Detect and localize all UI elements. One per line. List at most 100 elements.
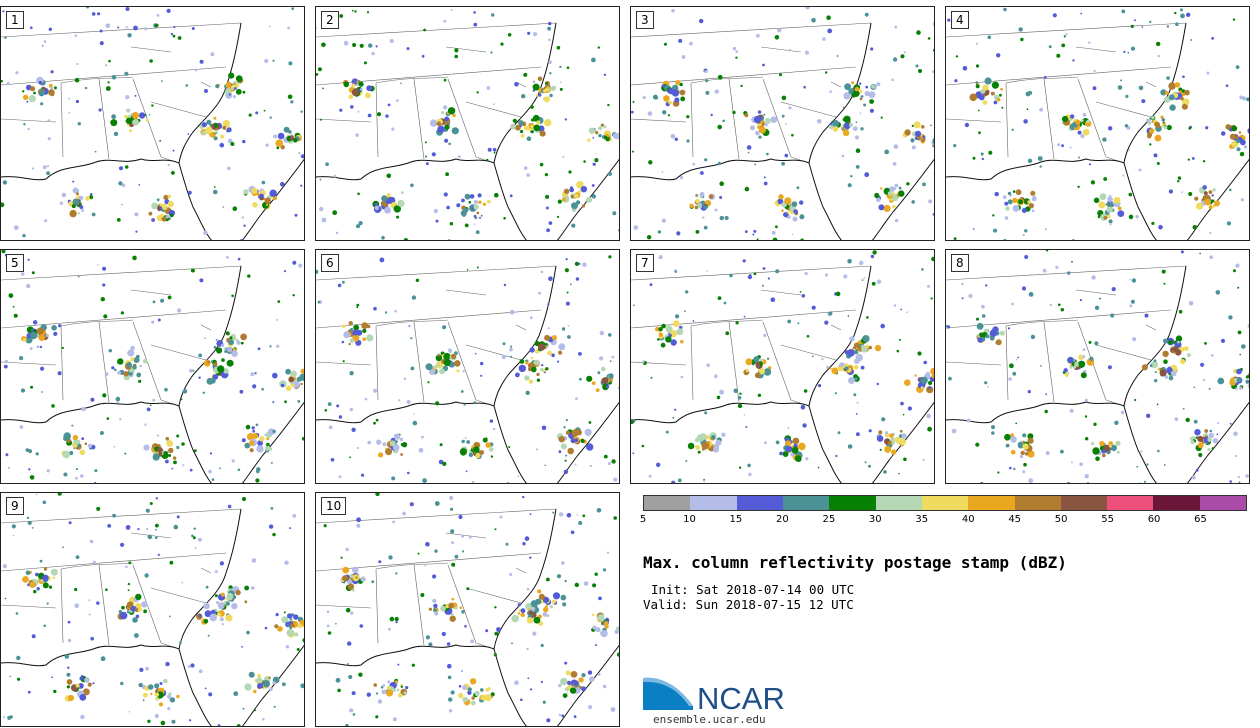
- reflectivity-cell: [464, 625, 467, 628]
- reflectivity-cell: [1082, 355, 1086, 359]
- state-border: [60, 562, 134, 570]
- reflectivity-cell: [392, 520, 395, 524]
- reflectivity-cell: [261, 387, 264, 391]
- reflectivity-cell: [781, 209, 784, 213]
- reflectivity-cell: [663, 95, 670, 102]
- state-border: [445, 532, 487, 539]
- reflectivity-cell: [255, 469, 260, 474]
- reflectivity-cell: [163, 678, 168, 684]
- reflectivity-cell: [38, 80, 43, 85]
- state-border: [1, 552, 227, 572]
- reflectivity-cell: [758, 126, 766, 134]
- reflectivity-cell: [347, 663, 349, 665]
- state-border: [1095, 101, 1152, 118]
- reflectivity-cell: [894, 218, 899, 223]
- reflectivity-cell: [1163, 282, 1166, 285]
- reflectivity-cell: [824, 320, 829, 325]
- reflectivity-cell: [300, 368, 304, 374]
- reflectivity-cell: [125, 525, 131, 530]
- reflectivity-cell: [151, 202, 159, 210]
- reflectivity-cell: [1018, 27, 1023, 32]
- reflectivity-cell: [254, 709, 257, 712]
- reflectivity-cell: [385, 448, 393, 456]
- reflectivity-cell: [933, 48, 934, 52]
- reflectivity-cell: [473, 11, 476, 14]
- reflectivity-cell: [228, 339, 235, 346]
- reflectivity-cell: [592, 137, 595, 139]
- reflectivity-cell: [326, 624, 330, 628]
- reflectivity-cell: [147, 719, 151, 723]
- state-border: [762, 321, 792, 401]
- reflectivity-cell: [672, 320, 680, 328]
- reflectivity-cell: [449, 495, 454, 501]
- reflectivity-cell: [575, 277, 580, 281]
- reflectivity-cell: [201, 130, 207, 136]
- reflectivity-cell: [800, 238, 804, 240]
- reflectivity-cell: [678, 38, 683, 43]
- reflectivity-cell: [177, 36, 182, 40]
- reflectivity-cell: [535, 448, 539, 451]
- reflectivity-cell: [156, 198, 160, 202]
- reflectivity-cell: [298, 152, 301, 155]
- reflectivity-cell: [1094, 341, 1099, 346]
- reflectivity-cell: [473, 199, 478, 205]
- reflectivity-cell: [362, 328, 367, 333]
- reflectivity-cell: [475, 452, 481, 459]
- reflectivity-cell: [860, 95, 864, 98]
- reflectivity-cell: [337, 283, 342, 288]
- reflectivity-cell: [1200, 362, 1205, 367]
- reflectivity-cell: [855, 121, 858, 124]
- reflectivity-cell: [1082, 128, 1090, 136]
- reflectivity-cell: [1012, 371, 1017, 376]
- reflectivity-cell: [782, 451, 789, 457]
- reflectivity-cell: [474, 352, 477, 355]
- reflectivity-cell: [158, 702, 164, 707]
- reflectivity-cell: [149, 59, 153, 63]
- reflectivity-cell: [1168, 375, 1174, 381]
- reflectivity-cell: [381, 235, 385, 240]
- reflectivity-cell: [410, 366, 415, 371]
- reflectivity-cell: [1180, 13, 1185, 19]
- reflectivity-cell: [587, 138, 591, 142]
- reflectivity-cell: [167, 295, 172, 300]
- reflectivity-cell: [1067, 357, 1074, 363]
- reflectivity-cell: [336, 404, 340, 408]
- reflectivity-cell: [732, 110, 736, 115]
- reflectivity-cell: [520, 129, 524, 134]
- reflectivity-cell: [81, 437, 85, 440]
- reflectivity-cell: [1015, 189, 1022, 196]
- state-border: [130, 46, 172, 53]
- reflectivity-cell: [876, 382, 879, 386]
- reflectivity-cell: [733, 388, 739, 394]
- reflectivity-cell: [462, 696, 468, 703]
- reflectivity-cell: [1027, 158, 1033, 163]
- reflectivity-cell: [558, 450, 562, 454]
- reflectivity-cell: [269, 687, 273, 691]
- reflectivity-cell: [293, 614, 299, 620]
- colorbar-tick-label: 25: [822, 514, 836, 525]
- reflectivity-cell: [203, 619, 209, 624]
- reflectivity-cell: [865, 85, 869, 89]
- reflectivity-cell: [548, 38, 551, 42]
- reflectivity-cell: [976, 317, 979, 321]
- reflectivity-cell: [465, 470, 468, 473]
- reflectivity-cell: [471, 696, 475, 700]
- reflectivity-cell: [347, 583, 355, 590]
- reflectivity-cell: [432, 574, 437, 579]
- reflectivity-cell: [138, 682, 143, 688]
- reflectivity-cell: [763, 441, 767, 445]
- reflectivity-cell: [222, 125, 227, 130]
- reflectivity-cell: [1030, 334, 1036, 340]
- reflectivity-cell: [799, 291, 802, 293]
- reflectivity-cell: [1190, 39, 1192, 41]
- reflectivity-cell: [425, 162, 429, 166]
- ensemble-member-panel: 10: [315, 492, 620, 727]
- reflectivity-cell: [868, 464, 871, 468]
- reflectivity-cell: [1193, 419, 1198, 424]
- reflectivity-cell: [355, 133, 359, 137]
- reflectivity-cell: [926, 413, 931, 419]
- reflectivity-cell: [125, 117, 133, 125]
- reflectivity-cell: [473, 22, 478, 27]
- reflectivity-cell: [746, 145, 752, 150]
- reflectivity-cell: [482, 202, 487, 206]
